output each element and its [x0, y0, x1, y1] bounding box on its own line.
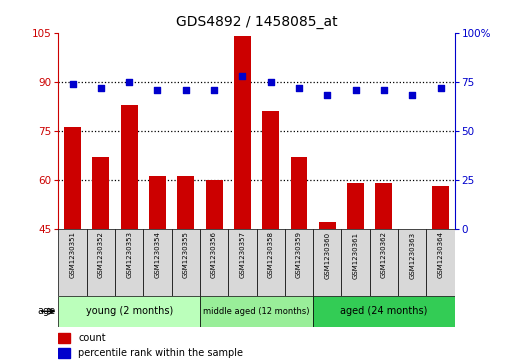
Point — [210, 87, 218, 93]
Text: middle aged (12 months): middle aged (12 months) — [203, 307, 310, 316]
Bar — [200, 296, 313, 327]
Text: GSM1230358: GSM1230358 — [268, 231, 274, 278]
Point — [69, 81, 77, 86]
Point — [408, 93, 416, 98]
Bar — [234, 36, 251, 229]
Bar — [313, 229, 341, 296]
Point — [323, 93, 331, 98]
Point — [267, 79, 275, 85]
Text: GSM1230356: GSM1230356 — [211, 231, 217, 278]
Text: GSM1230357: GSM1230357 — [239, 231, 245, 278]
Bar — [347, 183, 364, 229]
Text: GSM1230361: GSM1230361 — [353, 231, 359, 278]
Bar — [206, 180, 223, 229]
Bar — [319, 222, 336, 229]
Point — [125, 79, 133, 85]
Point — [436, 85, 444, 90]
Bar — [291, 157, 307, 229]
Bar — [177, 176, 194, 229]
Bar — [143, 229, 172, 296]
Point — [238, 73, 246, 79]
Point — [352, 87, 360, 93]
Bar — [58, 333, 70, 343]
Bar — [257, 229, 285, 296]
Point — [380, 87, 388, 93]
Point — [295, 85, 303, 90]
Text: GSM1230353: GSM1230353 — [126, 231, 132, 278]
Bar — [285, 229, 313, 296]
Text: GSM1230363: GSM1230363 — [409, 231, 415, 278]
Text: GSM1230362: GSM1230362 — [381, 231, 387, 278]
Text: aged (24 months): aged (24 months) — [340, 306, 428, 316]
Text: GSM1230352: GSM1230352 — [98, 231, 104, 278]
Bar — [64, 127, 81, 229]
Bar — [92, 157, 109, 229]
Bar — [426, 229, 455, 296]
Bar — [149, 176, 166, 229]
Text: GSM1230359: GSM1230359 — [296, 231, 302, 278]
Text: GSM1230364: GSM1230364 — [437, 231, 443, 278]
Bar — [58, 229, 87, 296]
Text: age: age — [38, 306, 56, 316]
Bar — [262, 111, 279, 229]
Bar — [375, 183, 392, 229]
Bar — [228, 229, 257, 296]
Bar — [370, 229, 398, 296]
Bar — [432, 186, 449, 229]
Point — [97, 85, 105, 90]
Bar — [58, 348, 70, 358]
Bar — [341, 229, 370, 296]
Bar — [58, 296, 200, 327]
Text: percentile rank within the sample: percentile rank within the sample — [78, 348, 243, 358]
Text: GSM1230355: GSM1230355 — [183, 231, 189, 278]
Text: GSM1230354: GSM1230354 — [154, 231, 161, 278]
Bar — [398, 229, 426, 296]
Bar — [87, 229, 115, 296]
Title: GDS4892 / 1458085_at: GDS4892 / 1458085_at — [176, 15, 337, 29]
Bar — [115, 229, 143, 296]
Text: count: count — [78, 333, 106, 343]
Text: young (2 months): young (2 months) — [85, 306, 173, 316]
Bar — [121, 105, 138, 229]
Point — [153, 87, 162, 93]
Bar — [172, 229, 200, 296]
Text: GSM1230351: GSM1230351 — [70, 231, 76, 278]
Point — [182, 87, 190, 93]
Bar — [313, 296, 455, 327]
Bar — [200, 229, 228, 296]
Text: GSM1230360: GSM1230360 — [324, 231, 330, 278]
